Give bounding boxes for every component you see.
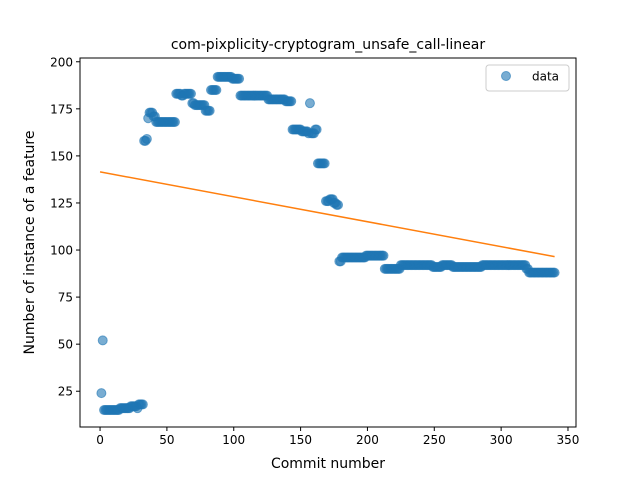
scatter-point — [549, 267, 560, 278]
x-tick-label: 150 — [289, 433, 312, 447]
y-tick-label: 175 — [50, 102, 73, 116]
chart-title: com-pixplicity-cryptogram_unsafe_call-li… — [171, 37, 485, 53]
scatter-point — [141, 133, 152, 144]
scatter-point — [234, 73, 245, 84]
x-tick-label: 350 — [557, 433, 580, 447]
plot-marks — [96, 71, 560, 416]
y-axis-label: Number of instance of a feature — [22, 131, 38, 355]
scatter-point — [137, 399, 148, 410]
scatter-point — [319, 158, 330, 169]
y-tick-label: 75 — [58, 291, 73, 305]
scatter-point — [311, 124, 322, 135]
axes: 0 50 100 150 200 250 300 350 25 50 75 100 125 150 175 2… — [50, 55, 579, 447]
scatter-point — [333, 199, 344, 210]
scatter-point — [169, 117, 180, 128]
y-tick-label: 50 — [58, 338, 73, 352]
scatter-point — [97, 335, 108, 346]
y-tick-label: 125 — [50, 196, 73, 210]
y-tick-label: 25 — [58, 385, 73, 399]
x-tick-label: 100 — [222, 433, 245, 447]
fit-line — [99, 171, 555, 258]
y-tick-label: 200 — [50, 55, 73, 69]
scatter-point — [286, 96, 297, 107]
x-tick-label: 0 — [96, 433, 104, 447]
scatter-point — [378, 250, 389, 261]
scatter-point — [185, 88, 196, 99]
y-tick-label: 150 — [50, 149, 73, 163]
plot-area-frame — [79, 57, 577, 428]
scatter-point — [96, 388, 107, 399]
x-tick-label: 50 — [159, 433, 174, 447]
legend: data — [485, 64, 570, 92]
scatter-point — [304, 98, 315, 109]
legend-entry-label: data — [532, 70, 559, 84]
y-tick-label: 100 — [50, 244, 73, 258]
x-tick-label: 250 — [423, 433, 446, 447]
x-tick-label: 300 — [490, 433, 513, 447]
x-axis-label: Commit number — [271, 456, 385, 472]
scatter-point — [204, 105, 215, 116]
x-tick-label: 200 — [356, 433, 379, 447]
legend-marker — [501, 71, 511, 81]
scatter-point — [211, 85, 222, 96]
